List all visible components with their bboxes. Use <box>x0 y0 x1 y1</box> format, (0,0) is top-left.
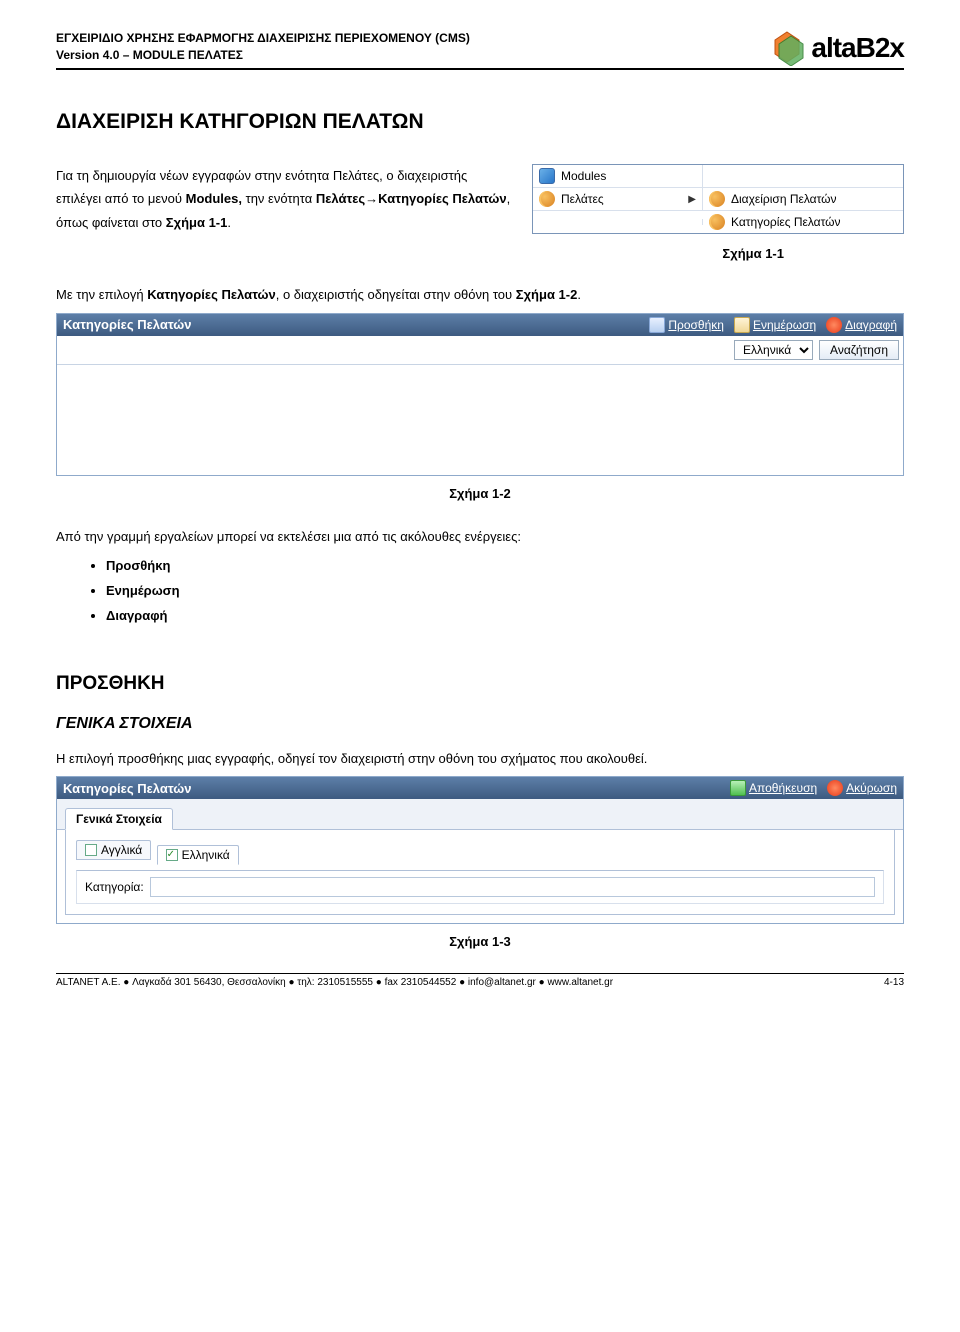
app-body-empty <box>57 365 903 475</box>
p1-bold3: Σχήμα 1-1 <box>166 215 228 230</box>
form-title: Κατηγορίες Πελατών <box>63 781 191 796</box>
add-icon <box>649 317 665 333</box>
app-screenshot-1-2: Κατηγορίες Πελατών Προσθήκη Ενημέρωση Δι… <box>56 313 904 476</box>
p2-b: Κατηγορίες Πελατών <box>147 287 275 302</box>
cancel-link[interactable]: Ακύρωση <box>827 780 897 796</box>
search-button[interactable]: Αναζήτηση <box>819 340 899 360</box>
tabs-area: Γενικά Στοιχεία <box>57 799 903 830</box>
save-link[interactable]: Αποθήκευση <box>730 780 817 796</box>
app-titlebar: Κατηγορίες Πελατών Προσθήκη Ενημέρωση Δι… <box>57 314 903 336</box>
p2-a: Με την επιλογή <box>56 287 147 302</box>
para-3: Από την γραμμή εργαλείων μπορεί να εκτελ… <box>56 525 904 548</box>
p2-e: . <box>577 287 581 302</box>
menu-pelates[interactable]: Πελάτες ▶ <box>533 188 703 210</box>
subsection-para: Η επιλογή προσθήκης μιας εγγραφής, οδηγε… <box>56 747 904 770</box>
add-label: Προσθήκη <box>668 318 724 332</box>
para-2: Με την επιλογή Κατηγορίες Πελατών, ο δια… <box>56 283 904 306</box>
header-line2: Version 4.0 – MODULE ΠΕΛΑΤΕΣ <box>56 47 470 64</box>
bullet-edit: Ενημέρωση <box>106 583 904 598</box>
edit-icon <box>734 317 750 333</box>
subsection-subtitle: ΓΕΝΙΚΑ ΣΤΟΙΧΕΙΑ <box>56 715 904 733</box>
edit-link[interactable]: Ενημέρωση <box>734 317 816 333</box>
delete-icon <box>826 317 842 333</box>
toolbar: Προσθήκη Ενημέρωση Διαγραφή <box>649 317 897 333</box>
submenu-kat-label: Κατηγορίες Πελατών <box>731 215 841 229</box>
submenu-kat[interactable]: Κατηγορίες Πελατών <box>703 211 903 233</box>
people-icon <box>709 191 725 207</box>
category-input[interactable] <box>150 877 875 897</box>
chevron-right-icon: ▶ <box>688 194 696 205</box>
footer-right: 4-13 <box>884 977 904 988</box>
page-header: ΕΓΧΕΙΡΙΔΙΟ ΧΡΗΣΗΣ ΕΦΑΡΜΟΓΗΣ ΔΙΑΧΕΙΡΙΣΗΣ … <box>56 30 904 66</box>
p1-text2: την ενότητα <box>242 191 316 206</box>
form-titlebar: Κατηγορίες Πελατών Αποθήκευση Ακύρωση <box>57 777 903 799</box>
lang-el-label: Ελληνικά <box>182 848 230 862</box>
people-icon <box>539 191 555 207</box>
cancel-label: Ακύρωση <box>846 781 897 795</box>
p2-c: , ο διαχειριστής οδηγείται στην οθόνη το… <box>276 287 516 302</box>
app-title: Κατηγορίες Πελατών <box>63 317 191 332</box>
menu-modules-label: Modules <box>561 169 606 183</box>
p2-d: Σχήμα 1-2 <box>516 287 578 302</box>
caption-1-2: Σχήμα 1-2 <box>56 486 904 501</box>
header-line1: ΕΓΧΕΙΡΙΔΙΟ ΧΡΗΣΗΣ ΕΦΑΡΜΟΓΗΣ ΔΙΑΧΕΙΡΙΣΗΣ … <box>56 30 470 47</box>
modules-icon <box>539 168 555 184</box>
delete-link[interactable]: Διαγραφή <box>826 317 897 333</box>
footer-left: ALTANET A.E. ● Λαγκαδά 301 56430, Θεσσαλ… <box>56 977 613 988</box>
language-select[interactable]: Ελληνικά <box>734 340 813 360</box>
p1-bold1: Modules, <box>186 191 242 206</box>
caption-1-1: Σχήμα 1-1 <box>56 246 904 261</box>
p1-bold2: Πελάτες→Κατηγορίες Πελατών <box>316 191 507 206</box>
menu-modules[interactable]: Modules <box>533 165 703 187</box>
save-icon <box>730 780 746 796</box>
bullet-add: Προσθήκη <box>106 558 904 573</box>
checkbox-el[interactable] <box>166 849 178 861</box>
add-link[interactable]: Προσθήκη <box>649 317 724 333</box>
header-text: ΕΓΧΕΙΡΙΔΙΟ ΧΡΗΣΗΣ ΕΦΑΡΜΟΓΗΣ ΔΙΑΧΕΙΡΙΣΗΣ … <box>56 30 470 64</box>
menu-screenshot-1-1: Modules Πελάτες ▶ Διαχείριση Πελατών <box>532 164 904 234</box>
menu-pelates-label: Πελάτες <box>561 192 604 206</box>
lang-en-label: Αγγλικά <box>101 843 142 857</box>
subsection-title: ΠΡΟΣΘΗΚΗ <box>56 673 904 695</box>
header-rule <box>56 68 904 70</box>
intro-paragraph: Για τη δημιουργία νέων εγγραφών στην ενό… <box>56 164 512 234</box>
logo: altaB2x <box>769 30 904 66</box>
page-footer: ALTANET A.E. ● Λαγκαδά 301 56430, Θεσσαλ… <box>56 977 904 998</box>
submenu-diax-label: Διαχείριση Πελατών <box>731 192 837 206</box>
logo-text: altaB2x <box>811 32 904 64</box>
form-toolbar: Αποθήκευση Ακύρωση <box>730 780 897 796</box>
section-title: ΔΙΑΧΕΙΡΙΣΗ ΚΑΤΗΓΟΡΙΩΝ ΠΕΛΑΤΩΝ <box>56 110 904 134</box>
action-list: Προσθήκη Ενημέρωση Διαγραφή <box>106 558 904 623</box>
form-screenshot-1-3: Κατηγορίες Πελατών Αποθήκευση Ακύρωση Γε… <box>56 776 904 924</box>
menu-empty <box>703 173 903 179</box>
bullet-delete: Διαγραφή <box>106 608 904 623</box>
lang-tab-el[interactable]: Ελληνικά <box>157 845 239 865</box>
tab-body: Αγγλικά Ελληνικά Κατηγορία: <box>65 830 895 915</box>
checkbox-en[interactable] <box>85 844 97 856</box>
field-row-category: Κατηγορία: <box>76 870 884 904</box>
cancel-icon <box>827 780 843 796</box>
submenu-diax[interactable]: Διαχείριση Πελατών <box>703 188 903 210</box>
search-row: Ελληνικά Αναζήτηση <box>57 336 903 365</box>
save-label: Αποθήκευση <box>749 781 817 795</box>
tab-general[interactable]: Γενικά Στοιχεία <box>65 808 173 830</box>
lang-tab-en[interactable]: Αγγλικά <box>76 840 151 860</box>
edit-label: Ενημέρωση <box>753 318 816 332</box>
delete-label: Διαγραφή <box>845 318 897 332</box>
menu-empty2 <box>533 219 703 225</box>
people-icon <box>709 214 725 230</box>
category-label: Κατηγορία: <box>85 880 144 894</box>
logo-icon <box>769 30 805 66</box>
caption-1-3: Σχήμα 1-3 <box>56 934 904 949</box>
lang-tabs: Αγγλικά Ελληνικά <box>76 840 884 864</box>
p1-text4: . <box>227 215 231 230</box>
footer-rule <box>56 973 904 974</box>
